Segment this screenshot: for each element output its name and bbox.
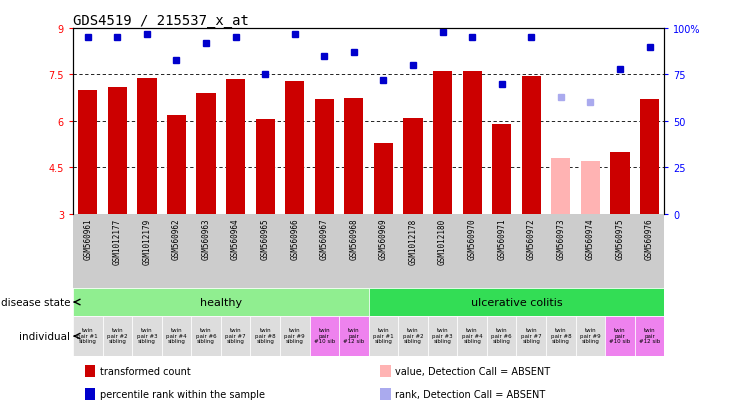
Bar (546, 316, 576, 356)
Text: twin
pair #6
sibling: twin pair #6 sibling (491, 328, 512, 343)
Bar (315, 100, 334, 214)
Text: twin
pair #1
sibling: twin pair #1 sibling (77, 328, 98, 343)
Bar (635, 316, 664, 356)
Text: individual: individual (19, 331, 70, 341)
Text: twin
pair
#10 sib: twin pair #10 sib (314, 328, 335, 343)
Bar (162, 316, 191, 356)
Bar (250, 316, 280, 356)
Text: GDS4519 / 215537_x_at: GDS4519 / 215537_x_at (73, 14, 249, 28)
Text: twin
pair #6
sibling: twin pair #6 sibling (196, 328, 216, 343)
Bar (108, 88, 127, 214)
Text: twin
pair #4
sibling: twin pair #4 sibling (462, 328, 483, 343)
Bar (457, 316, 487, 356)
Text: GSM560966: GSM560966 (291, 218, 299, 259)
Bar (85, 388, 96, 401)
Bar (280, 316, 310, 356)
Text: twin
pair #2
sibling: twin pair #2 sibling (107, 328, 128, 343)
Bar (85, 365, 96, 377)
Bar (369, 288, 664, 316)
Text: GSM560971: GSM560971 (497, 218, 506, 259)
Text: transformed count: transformed count (99, 366, 191, 376)
Bar (102, 316, 132, 356)
Bar (285, 81, 304, 214)
Text: twin
pair #7
sibling: twin pair #7 sibling (226, 328, 246, 343)
Text: GSM560967: GSM560967 (320, 218, 328, 259)
Bar (374, 143, 393, 214)
Bar (605, 316, 635, 356)
Text: GSM1012180: GSM1012180 (438, 218, 447, 264)
Text: GSM560963: GSM560963 (201, 218, 210, 259)
Bar (221, 316, 250, 356)
Bar (226, 80, 245, 214)
Bar (78, 91, 97, 214)
Text: GSM560975: GSM560975 (615, 218, 624, 259)
Text: twin
pair
#12 sib: twin pair #12 sib (343, 328, 364, 343)
Text: twin
pair #8
sibling: twin pair #8 sibling (255, 328, 275, 343)
Bar (167, 115, 186, 214)
Bar (380, 365, 391, 377)
Text: value, Detection Call = ABSENT: value, Detection Call = ABSENT (395, 366, 550, 376)
Text: twin
pair
#10 sib: twin pair #10 sib (610, 328, 631, 343)
Bar (487, 316, 517, 356)
Text: GSM560968: GSM560968 (350, 218, 358, 259)
Bar (522, 77, 541, 214)
Text: rank, Detection Call = ABSENT: rank, Detection Call = ABSENT (395, 389, 545, 399)
Bar (137, 78, 156, 214)
Bar (345, 98, 364, 214)
Text: twin
pair #9
sibling: twin pair #9 sibling (285, 328, 305, 343)
Text: twin
pair #3
sibling: twin pair #3 sibling (432, 328, 453, 343)
Text: GSM1012177: GSM1012177 (113, 218, 122, 264)
Text: twin
pair #4
sibling: twin pair #4 sibling (166, 328, 187, 343)
Text: twin
pair #9
sibling: twin pair #9 sibling (580, 328, 601, 343)
Text: disease state: disease state (1, 297, 70, 307)
Text: GSM1012178: GSM1012178 (409, 218, 418, 264)
Bar (581, 162, 600, 214)
Bar (576, 316, 605, 356)
Bar (132, 316, 162, 356)
Bar (399, 316, 428, 356)
Text: percentile rank within the sample: percentile rank within the sample (99, 389, 264, 399)
Bar (310, 316, 339, 356)
Bar (517, 316, 546, 356)
Text: twin
pair #3
sibling: twin pair #3 sibling (137, 328, 157, 343)
Bar (369, 316, 399, 356)
Text: healthy: healthy (200, 297, 242, 307)
Bar (551, 159, 570, 214)
Text: GSM560972: GSM560972 (527, 218, 536, 259)
Text: GSM560965: GSM560965 (261, 218, 269, 259)
Text: GSM560976: GSM560976 (645, 218, 654, 259)
Text: twin
pair
#12 sib: twin pair #12 sib (639, 328, 660, 343)
Bar (380, 388, 391, 401)
Text: twin
pair #7
sibling: twin pair #7 sibling (521, 328, 542, 343)
Text: twin
pair #2
sibling: twin pair #2 sibling (403, 328, 423, 343)
Text: GSM1012179: GSM1012179 (142, 218, 151, 264)
Text: GSM560961: GSM560961 (83, 218, 92, 259)
Bar (73, 288, 369, 316)
Bar (428, 316, 458, 356)
Bar (255, 120, 274, 214)
Text: GSM560973: GSM560973 (556, 218, 565, 259)
Text: GSM560962: GSM560962 (172, 218, 181, 259)
Bar (73, 316, 102, 356)
Text: GSM560964: GSM560964 (231, 218, 240, 259)
Bar (339, 316, 369, 356)
Bar (640, 100, 659, 214)
Bar (404, 119, 423, 214)
Text: twin
pair #8
sibling: twin pair #8 sibling (550, 328, 571, 343)
Bar (433, 72, 452, 214)
Text: GSM560969: GSM560969 (379, 218, 388, 259)
Text: ulcerative colitis: ulcerative colitis (471, 297, 562, 307)
Text: GSM560974: GSM560974 (586, 218, 595, 259)
Bar (610, 152, 629, 214)
Bar (492, 125, 511, 214)
Text: twin
pair #1
sibling: twin pair #1 sibling (373, 328, 393, 343)
Bar (463, 72, 482, 214)
Bar (191, 316, 221, 356)
Bar (196, 94, 215, 214)
Text: GSM560970: GSM560970 (468, 218, 477, 259)
